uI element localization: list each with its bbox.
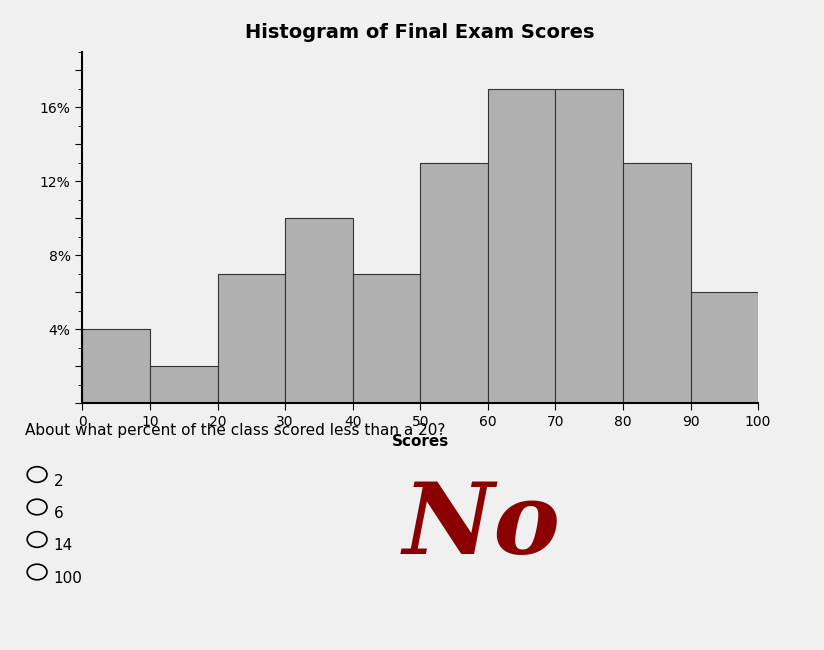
Bar [691, 292, 758, 403]
Title: Histogram of Final Exam Scores: Histogram of Final Exam Scores [246, 23, 595, 42]
Bar [420, 163, 488, 403]
Bar [353, 274, 420, 403]
Text: 2: 2 [54, 473, 63, 489]
Text: No: No [403, 478, 561, 575]
Bar [488, 89, 555, 403]
Bar [218, 274, 285, 403]
Text: About what percent of the class scored less than a 20?: About what percent of the class scored l… [25, 424, 445, 439]
Text: 14: 14 [54, 538, 73, 554]
Bar [150, 366, 218, 403]
Bar [82, 329, 150, 403]
Bar [285, 218, 353, 403]
Bar [623, 163, 691, 403]
Bar [555, 89, 623, 403]
Text: 100: 100 [54, 571, 82, 586]
X-axis label: Scores: Scores [391, 434, 449, 449]
Text: 6: 6 [54, 506, 63, 521]
